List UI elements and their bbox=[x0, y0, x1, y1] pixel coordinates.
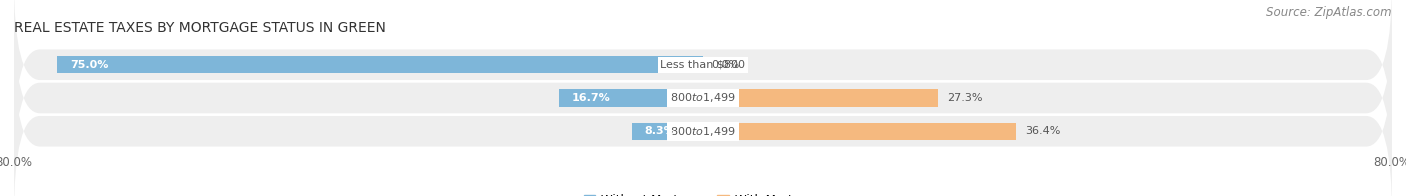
Text: Less than $800: Less than $800 bbox=[661, 60, 745, 70]
Bar bbox=[703, 89, 938, 107]
Text: 8.3%: 8.3% bbox=[644, 126, 675, 136]
Text: 36.4%: 36.4% bbox=[1025, 126, 1060, 136]
Text: 16.7%: 16.7% bbox=[572, 93, 610, 103]
Text: Source: ZipAtlas.com: Source: ZipAtlas.com bbox=[1267, 6, 1392, 19]
Bar bbox=[58, 56, 703, 73]
Text: 75.0%: 75.0% bbox=[70, 60, 108, 70]
FancyBboxPatch shape bbox=[14, 14, 1392, 182]
FancyBboxPatch shape bbox=[14, 0, 1392, 149]
FancyBboxPatch shape bbox=[14, 47, 1392, 196]
Text: 27.3%: 27.3% bbox=[946, 93, 983, 103]
Bar bbox=[703, 123, 1017, 140]
Text: $800 to $1,499: $800 to $1,499 bbox=[671, 92, 735, 104]
Text: REAL ESTATE TAXES BY MORTGAGE STATUS IN GREEN: REAL ESTATE TAXES BY MORTGAGE STATUS IN … bbox=[14, 21, 385, 35]
Legend: Without Mortgage, With Mortgage: Without Mortgage, With Mortgage bbox=[583, 194, 823, 196]
Bar bbox=[560, 89, 703, 107]
Text: $800 to $1,499: $800 to $1,499 bbox=[671, 125, 735, 138]
Text: 0.0%: 0.0% bbox=[711, 60, 740, 70]
Bar bbox=[631, 123, 703, 140]
